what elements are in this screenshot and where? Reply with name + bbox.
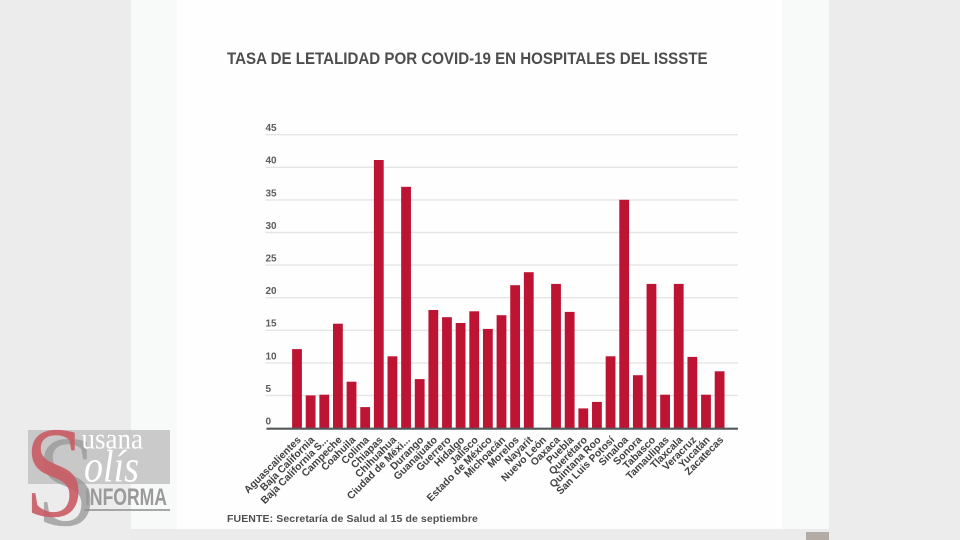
svg-text:40: 40: [266, 156, 278, 167]
svg-text:10: 10: [266, 351, 278, 362]
svg-text:25: 25: [266, 254, 278, 265]
svg-text:20: 20: [266, 286, 278, 297]
svg-text:0: 0: [266, 417, 272, 428]
svg-text:35: 35: [266, 188, 278, 199]
svg-text:5: 5: [266, 384, 272, 395]
svg-text:30: 30: [266, 221, 278, 232]
svg-text:usana: usana: [82, 423, 144, 456]
svg-text:15: 15: [266, 319, 278, 330]
svg-text:S: S: [25, 400, 86, 540]
svg-text:olís: olís: [84, 441, 139, 492]
svg-text:S: S: [37, 409, 98, 540]
svg-text:INFORMA: INFORMA: [85, 484, 167, 511]
svg-text:45: 45: [266, 123, 278, 134]
